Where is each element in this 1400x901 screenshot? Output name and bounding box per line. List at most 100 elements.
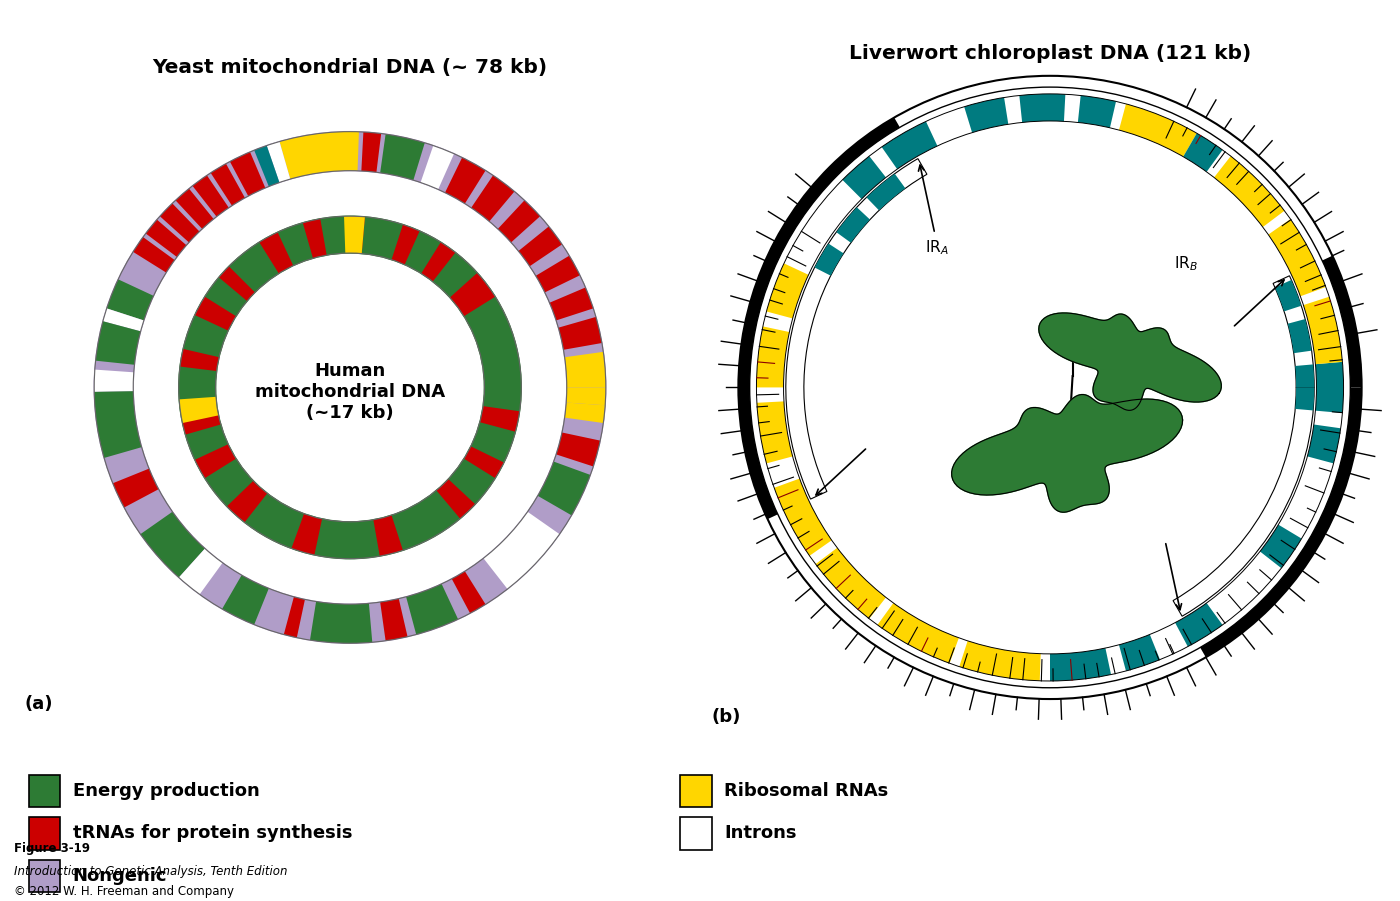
- Wedge shape: [1173, 387, 1315, 616]
- Wedge shape: [218, 267, 255, 301]
- Wedge shape: [210, 164, 245, 205]
- Wedge shape: [959, 641, 1040, 681]
- Wedge shape: [882, 122, 938, 169]
- Bar: [680, 775, 711, 807]
- Wedge shape: [227, 481, 267, 523]
- Wedge shape: [1303, 296, 1343, 364]
- Wedge shape: [1295, 387, 1315, 411]
- Wedge shape: [445, 158, 486, 204]
- Wedge shape: [463, 446, 504, 478]
- Text: Figure 3-19: Figure 3-19: [14, 842, 90, 855]
- Wedge shape: [420, 146, 454, 189]
- Text: IR$_A$: IR$_A$: [925, 238, 949, 257]
- Wedge shape: [392, 224, 420, 265]
- Wedge shape: [113, 469, 158, 507]
- Wedge shape: [146, 220, 186, 257]
- Wedge shape: [564, 351, 606, 387]
- Wedge shape: [95, 322, 140, 365]
- Text: tRNAs for protein synthesis: tRNAs for protein synthesis: [73, 824, 353, 842]
- Text: IR$_B$: IR$_B$: [1173, 254, 1197, 273]
- Text: Energy production: Energy production: [73, 782, 259, 800]
- Wedge shape: [344, 216, 365, 253]
- Wedge shape: [94, 391, 141, 458]
- Wedge shape: [538, 461, 591, 515]
- Wedge shape: [374, 515, 403, 556]
- Wedge shape: [280, 132, 358, 179]
- Wedge shape: [94, 369, 134, 392]
- Text: Liverwort chloroplast DNA (121 kb): Liverwort chloroplast DNA (121 kb): [848, 44, 1252, 63]
- Wedge shape: [483, 512, 560, 589]
- Wedge shape: [564, 403, 605, 423]
- Wedge shape: [133, 237, 175, 273]
- Wedge shape: [556, 432, 601, 467]
- Wedge shape: [452, 571, 486, 614]
- Wedge shape: [309, 602, 372, 643]
- Wedge shape: [267, 141, 290, 183]
- Text: Yeast mitochondrial DNA (~ 78 kb): Yeast mitochondrial DNA (~ 78 kb): [153, 58, 547, 77]
- Wedge shape: [774, 478, 832, 556]
- Wedge shape: [223, 575, 269, 624]
- Wedge shape: [255, 146, 280, 187]
- Wedge shape: [406, 584, 458, 634]
- Wedge shape: [381, 598, 407, 641]
- Wedge shape: [1260, 524, 1302, 569]
- Wedge shape: [1275, 280, 1301, 312]
- Wedge shape: [1295, 364, 1315, 387]
- Wedge shape: [181, 408, 221, 434]
- Wedge shape: [1119, 104, 1197, 157]
- Wedge shape: [1175, 603, 1222, 647]
- Text: Introns: Introns: [725, 824, 797, 842]
- Wedge shape: [284, 596, 305, 638]
- Wedge shape: [1316, 362, 1344, 413]
- Wedge shape: [195, 296, 237, 331]
- Wedge shape: [498, 200, 540, 242]
- Wedge shape: [785, 159, 927, 499]
- Wedge shape: [1019, 94, 1065, 123]
- Wedge shape: [1078, 96, 1116, 128]
- Wedge shape: [816, 548, 886, 619]
- Wedge shape: [738, 117, 900, 519]
- Wedge shape: [381, 134, 424, 180]
- Wedge shape: [566, 387, 606, 405]
- Wedge shape: [1225, 562, 1271, 609]
- Wedge shape: [965, 97, 1008, 132]
- Wedge shape: [472, 176, 514, 222]
- Bar: [28, 860, 60, 892]
- Wedge shape: [179, 396, 218, 423]
- Wedge shape: [259, 232, 293, 273]
- Text: © 2012 W. H. Freeman and Company: © 2012 W. H. Freeman and Company: [14, 885, 234, 897]
- Wedge shape: [843, 156, 886, 199]
- Text: Introduction to Genetic Analysis, Tenth Edition: Introduction to Genetic Analysis, Tenth …: [14, 865, 287, 878]
- Polygon shape: [1039, 313, 1221, 410]
- Wedge shape: [160, 204, 199, 242]
- Wedge shape: [757, 401, 792, 463]
- Wedge shape: [140, 512, 204, 578]
- Wedge shape: [291, 514, 322, 555]
- Wedge shape: [1214, 156, 1284, 227]
- Wedge shape: [766, 263, 809, 318]
- Wedge shape: [550, 287, 594, 321]
- Wedge shape: [449, 273, 496, 316]
- Wedge shape: [437, 479, 475, 519]
- Wedge shape: [302, 219, 326, 259]
- Text: Ribosomal RNAs: Ribosomal RNAs: [725, 782, 889, 800]
- Wedge shape: [1308, 424, 1341, 463]
- Wedge shape: [175, 188, 214, 229]
- Wedge shape: [181, 349, 218, 371]
- Text: Nongenic: Nongenic: [73, 867, 168, 885]
- Wedge shape: [1183, 133, 1222, 172]
- Wedge shape: [1273, 276, 1315, 387]
- Bar: [28, 775, 60, 807]
- Wedge shape: [1291, 469, 1329, 512]
- Wedge shape: [815, 243, 844, 276]
- Wedge shape: [536, 256, 580, 293]
- Polygon shape: [952, 395, 1183, 512]
- Bar: [680, 817, 711, 850]
- Text: Human
mitochondrial DNA
(~17 kb): Human mitochondrial DNA (~17 kb): [255, 362, 445, 422]
- Wedge shape: [106, 279, 154, 321]
- Wedge shape: [1200, 387, 1362, 658]
- Wedge shape: [421, 242, 455, 281]
- Wedge shape: [104, 308, 144, 332]
- Wedge shape: [559, 317, 602, 350]
- Wedge shape: [230, 152, 265, 196]
